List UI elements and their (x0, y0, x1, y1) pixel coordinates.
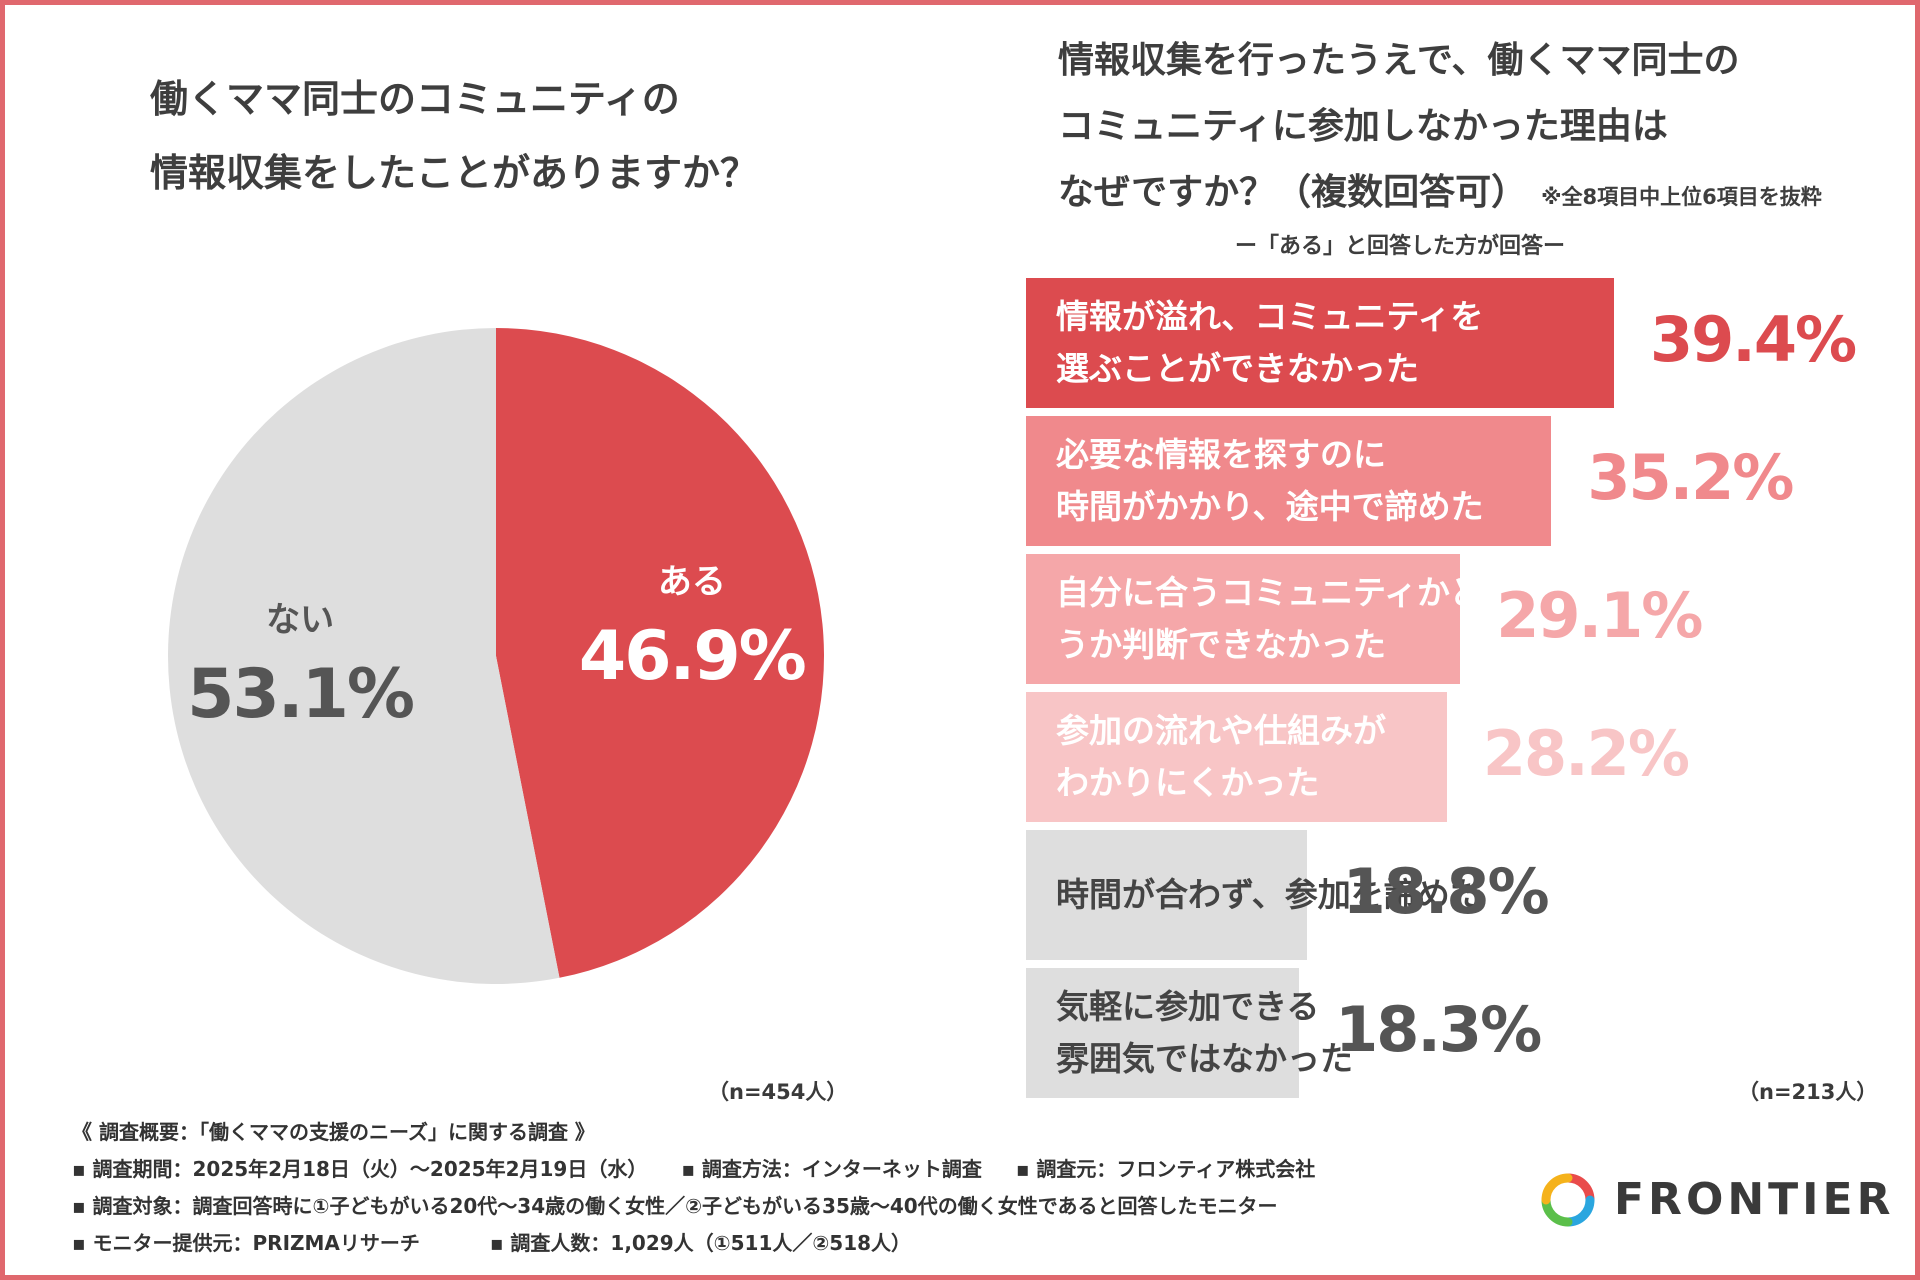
bar-label-6: 気軽に参加できる 雰囲気ではなかった (1056, 981, 1353, 1085)
pie-slice-2 (167, 328, 560, 985)
bar-chart-subtitle: ー「ある」と回答した方が回答ー (1234, 234, 1565, 259)
bar-2 (1026, 416, 1552, 546)
bar-1 (1026, 278, 1614, 408)
bar-sample-size: （n=213人） (1738, 1080, 1878, 1104)
bar-value-5: 18.8% (1342, 855, 1550, 928)
survey-provider: ▪ モニター提供元：PRIZMAリサーチ (72, 1231, 420, 1255)
pie-slice-value-2: 53.1% (187, 655, 413, 734)
bar-value-4: 28.2% (1482, 717, 1690, 790)
bar-title-line1: 情報収集を行ったうえで、働くママ同士の (1058, 40, 1740, 81)
pie-slice-label-2: ない (266, 600, 334, 640)
survey-organization: ▪ 調査元：フロンティア株式会社 (1015, 1157, 1316, 1181)
pie-chart-title: 働くママ同士のコミュニティの 情報収集をしたことがありますか？ (150, 62, 870, 210)
frontier-logo: FRONTIER (1538, 1170, 1891, 1230)
bar-value-2: 35.2% (1587, 441, 1794, 514)
survey-period: ▪ 調査期間：2025年2月18日（火）〜2025年2月19日（水） (72, 1157, 648, 1181)
bar-label-4-line-2: わかりにくかった (1056, 763, 1320, 802)
bar-label-6-line-1: 気軽に参加できる (1056, 987, 1320, 1026)
bar-chart-title: 情報収集を行ったうえで、働くママ同士の コミュニティに参加しなかった理由は なぜ… (1058, 28, 1898, 230)
bar-label-3: 自分に合うコミュニティかど うか判断できなかった (1056, 567, 1483, 671)
survey-count: ▪ 調査人数：1,029人（①511人／②518人） (489, 1231, 912, 1255)
bar-label-1-line-2: 選ぶことができなかった (1056, 349, 1419, 388)
bar-label-2-line-1: 必要な情報を探すのに (1056, 435, 1386, 474)
bar-value-3: 29.1% (1496, 579, 1703, 652)
bar-label-3-line-1: 自分に合うコミュニティかど (1056, 573, 1484, 612)
bar-label-1: 情報が溢れ、コミュニティを 選ぶことができなかった (1056, 291, 1483, 395)
bar-label-2-line-2: 時間がかかり、途中で諦めた (1056, 487, 1484, 526)
bar-label-1-line-1: 情報が溢れ、コミュニティを (1056, 297, 1484, 336)
bar-label-5: 時間が合わず、参加を諦めた (1056, 869, 1483, 921)
survey-summary-heading: 《 調査概要：「働くママの支援のニーズ」に関する調査 》 (72, 1120, 595, 1144)
bar-5 (1026, 830, 1307, 960)
frontier-logo-icon (1541, 1173, 1595, 1227)
frontier-logo-text: FRONTIER (1614, 1174, 1895, 1225)
pie-title-line1: 働くママ同士のコミュニティの (150, 77, 680, 121)
bar-title-note: ※全8項目中上位6項目を抜粋 (1541, 185, 1822, 209)
survey-summary: 《 調査概要：「働くママの支援のニーズ」に関する調査 》 ▪ 調査期間：2025… (72, 1114, 1532, 1262)
pie-slice-1 (496, 328, 824, 978)
bar-4 (1026, 692, 1447, 822)
bar-label-4: 参加の流れや仕組みが わかりにくかった (1056, 705, 1386, 809)
survey-target: ▪ 調査対象：調査回答時に①子どもがいる20代〜34歳の働く女性／②子どもがいる… (72, 1194, 1278, 1218)
bar-label-4-line-1: 参加の流れや仕組みが (1056, 711, 1386, 750)
survey-method: ▪ 調査方法：インターネット調査 (681, 1157, 982, 1181)
bar-label-2: 必要な情報を探すのに時間がかかり、途中で諦めた (1056, 429, 1484, 533)
bar-value-1: 39.4% (1650, 303, 1857, 376)
pie-slice-value-1: 46.9% (579, 617, 805, 696)
bar-label-5-line-1: 時間が合わず、参加を諦めた (1056, 875, 1483, 914)
bar-3 (1026, 554, 1461, 684)
bar-label-3-line-2: うか判断できなかった (1056, 625, 1386, 664)
pie-chart: ある 46.9% ない 53.1% (167, 328, 824, 985)
bar-label-6-line-2: 雰囲気ではなかった (1056, 1039, 1353, 1078)
pie-slice-label-1: ある (658, 562, 726, 602)
pie-sample-size: （n=454人） (708, 1080, 848, 1104)
pie-title-line2: 情報収集をしたことがありますか？ (150, 151, 759, 195)
bar-6 (1026, 968, 1300, 1098)
bar-value-6: 18.3% (1335, 993, 1542, 1066)
bar-title-line3: なぜですか？（複数回答可） (1058, 172, 1528, 213)
bar-title-line2: コミュニティに参加しなかった理由は (1058, 106, 1668, 147)
